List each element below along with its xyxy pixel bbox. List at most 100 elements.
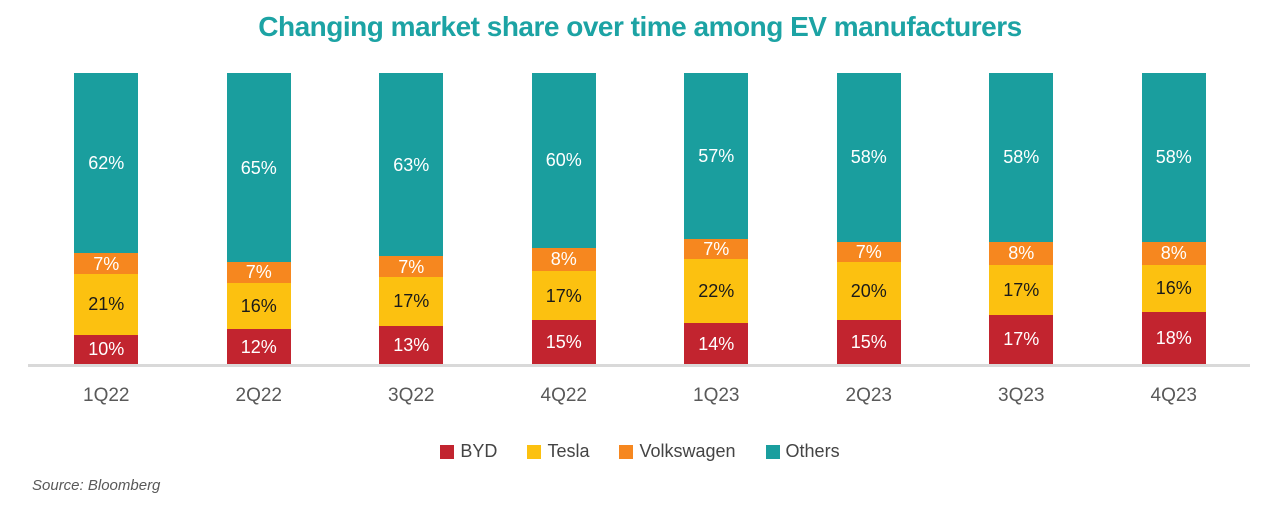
segment-value-label: 7% (93, 253, 120, 274)
bar-segment-byd: 10% (74, 334, 139, 364)
x-axis-line (28, 364, 1250, 367)
bar-column-3q22: 63% 7% 17% 13% (335, 73, 488, 364)
legend-label: Others (785, 441, 840, 461)
bar-segment-byd: 18% (1141, 311, 1206, 364)
bar-segment-tesla: 17% (379, 276, 444, 327)
segment-value-label: 58% (1003, 147, 1040, 168)
segment-value-label: 60% (545, 150, 582, 171)
x-axis-labels: 1Q22 2Q22 3Q22 4Q22 1Q23 2Q23 3Q23 4Q23 (30, 385, 1250, 407)
bar-segment-volkswagen: 7% (836, 241, 901, 263)
legend-item-byd: BYD (440, 441, 497, 462)
segment-value-label: 15% (545, 332, 582, 353)
bar-segment-volkswagen: 8% (1141, 241, 1206, 266)
chart-plot-area: 62% 7% 21% 10% 65% 7% 16% 12% 63% 7% 17% 13% 60% 8% 17… (30, 73, 1250, 364)
segment-value-label: 16% (240, 295, 277, 316)
bar-segment-others: 57% (684, 73, 749, 239)
segment-value-label: 18% (1155, 327, 1192, 348)
bar-column-2q23: 58% 7% 20% 15% (793, 73, 946, 364)
x-axis-label-3q23: 3Q23 (998, 385, 1045, 406)
segment-value-label: 8% (1008, 243, 1035, 264)
bar-segment-tesla: 16% (1141, 265, 1206, 312)
bar-segment-volkswagen: 7% (379, 256, 444, 277)
legend-item-tesla: Tesla (527, 441, 589, 462)
legend-label: Tesla (547, 441, 590, 461)
bar-column-1q22: 62% 7% 21% 10% (30, 73, 183, 364)
segment-value-label: 57% (698, 145, 735, 166)
segment-value-label: 7% (398, 256, 425, 277)
stacked-bar: 62% 7% 21% 10% (74, 73, 139, 364)
bar-column-3q23: 58% 8% 17% 17% (945, 73, 1098, 364)
segment-value-label: 13% (393, 335, 430, 356)
bar-segment-byd: 14% (684, 323, 749, 364)
segment-value-label: 12% (240, 336, 277, 357)
bar-column-4q23: 58% 8% 16% 18% (1098, 73, 1251, 364)
source-note: Source: Bloomberg (32, 477, 161, 494)
segment-value-label: 17% (1003, 329, 1040, 350)
bar-segment-tesla: 21% (74, 273, 139, 335)
segment-value-label: 8% (1160, 243, 1187, 264)
bar-segment-volkswagen: 7% (74, 253, 139, 274)
legend-swatch-tesla (527, 444, 542, 459)
chart-legend: BYD Tesla Volkswagen Others (0, 441, 1280, 462)
bar-segment-others: 58% (1141, 73, 1206, 242)
bar-segment-others: 62% (74, 73, 139, 254)
x-axis-label-2q23: 2Q23 (845, 385, 892, 406)
stacked-bar: 57% 7% 22% 14% (684, 73, 749, 364)
bar-segment-others: 63% (379, 73, 444, 257)
chart-title: Changing market share over time among EV… (258, 11, 1022, 42)
bar-segment-tesla: 16% (226, 282, 291, 330)
stacked-bar: 60% 8% 17% 15% (531, 73, 596, 364)
bar-segment-byd: 13% (379, 326, 444, 364)
bar-segment-volkswagen: 8% (989, 241, 1054, 266)
segment-value-label: 62% (88, 153, 125, 174)
segment-value-label: 16% (1155, 278, 1192, 299)
bar-segment-tesla: 17% (989, 265, 1054, 315)
bar-segment-tesla: 20% (836, 262, 901, 321)
legend-item-volkswagen: Volkswagen (619, 441, 736, 462)
x-axis-label-1q23: 1Q23 (693, 385, 740, 406)
segment-value-label: 20% (850, 281, 887, 302)
segment-value-label: 63% (393, 154, 430, 175)
bar-segment-tesla: 22% (684, 259, 749, 324)
stacked-bar: 58% 8% 17% 17% (989, 73, 1054, 364)
x-axis-label-4q23: 4Q23 (1150, 385, 1197, 406)
legend-label: Volkswagen (639, 441, 736, 461)
bar-column-4q22: 60% 8% 17% 15% (488, 73, 641, 364)
segment-value-label: 17% (1003, 279, 1040, 300)
segment-value-label: 15% (850, 332, 887, 353)
legend-swatch-others (765, 444, 780, 459)
segment-value-label: 21% (88, 294, 125, 315)
legend-swatch-volkswagen (619, 444, 634, 459)
bar-column-2q22: 65% 7% 16% 12% (183, 73, 336, 364)
bar-segment-byd: 17% (989, 314, 1054, 364)
segment-value-label: 8% (550, 249, 577, 270)
bar-column-1q23: 57% 7% 22% 14% (640, 73, 793, 364)
bar-segment-volkswagen: 8% (531, 247, 596, 271)
stacked-bar: 58% 8% 16% 18% (1141, 73, 1206, 364)
bar-segment-byd: 12% (226, 329, 291, 364)
bar-segment-others: 58% (989, 73, 1054, 242)
segment-value-label: 14% (698, 333, 735, 354)
segment-value-label: 65% (240, 157, 277, 178)
bar-segment-others: 58% (836, 73, 901, 242)
stacked-bar: 65% 7% 16% 12% (226, 73, 291, 364)
x-axis-label-4q22: 4Q22 (540, 385, 587, 406)
x-axis-label-2q22: 2Q22 (235, 385, 282, 406)
bar-segment-byd: 15% (836, 320, 901, 364)
bar-segment-volkswagen: 7% (226, 262, 291, 283)
segment-value-label: 17% (393, 291, 430, 312)
x-axis-label-3q22: 3Q22 (388, 385, 435, 406)
legend-swatch-byd (440, 444, 455, 459)
segment-value-label: 10% (88, 339, 125, 360)
segment-value-label: 58% (1155, 147, 1192, 168)
bar-segment-others: 60% (531, 73, 596, 248)
x-axis-label-1q22: 1Q22 (83, 385, 130, 406)
bar-segment-volkswagen: 7% (684, 238, 749, 260)
segment-value-label: 58% (850, 147, 887, 168)
legend-item-others: Others (765, 441, 840, 462)
stacked-bar: 63% 7% 17% 13% (379, 73, 444, 364)
segment-value-label: 7% (703, 239, 730, 260)
segment-value-label: 22% (698, 281, 735, 302)
segment-value-label: 7% (855, 241, 882, 262)
bar-segment-others: 65% (226, 73, 291, 263)
